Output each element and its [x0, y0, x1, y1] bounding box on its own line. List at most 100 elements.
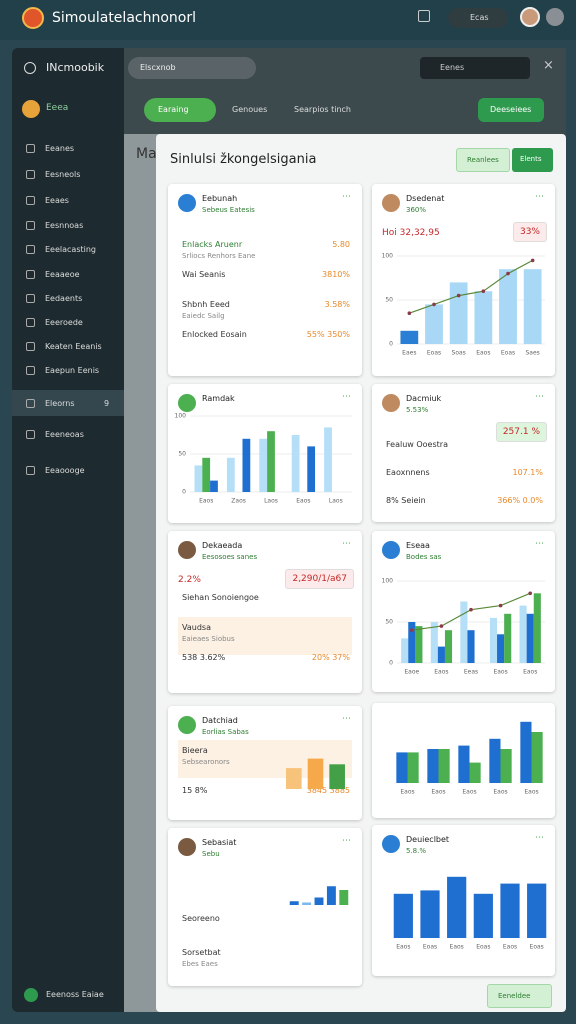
y-tick-label: 100	[382, 578, 394, 585]
avatar[interactable]	[520, 7, 540, 27]
bar	[226, 457, 235, 492]
nav-icon	[26, 430, 35, 439]
bar	[420, 890, 440, 938]
row-note: Eaiedc Sailg	[182, 312, 225, 320]
bar	[499, 269, 517, 344]
row-value: 107.1%	[512, 468, 543, 477]
card-subtitle: Eorlias Sabas	[202, 728, 249, 736]
row-label: Sorsetbat	[182, 948, 221, 957]
nav-icon	[26, 318, 35, 327]
nav-item[interactable]: Eeaaeoe	[45, 270, 80, 279]
chart: 0 50 100 Eaos Zaos Laos Eaos Laos	[175, 413, 352, 505]
nav-icon	[26, 196, 35, 205]
nav-item[interactable]: Eeelacasting	[45, 245, 96, 254]
nav-item[interactable]: Eesnnoas	[45, 221, 84, 230]
tab[interactable]: Searpios tinch	[294, 105, 351, 114]
bar	[396, 752, 408, 783]
nav-icon	[26, 294, 35, 303]
line	[409, 259, 533, 314]
nav-icon	[26, 221, 35, 230]
y-tick-label: 0	[389, 660, 393, 667]
bar	[500, 883, 520, 938]
card-subtitle: 360%	[406, 206, 427, 214]
bar	[460, 601, 468, 663]
more-icon: ⋯	[342, 836, 351, 846]
icon[interactable]	[418, 10, 430, 22]
bar	[259, 438, 268, 492]
card: Sebasiat ⋯ Sebu Seoreeno Sorsetbat Ebes Eaes	[168, 828, 362, 986]
avatar	[178, 541, 196, 559]
card: Dacmiuk ⋯ 5.53% 257.1 % Fealuw Ooestra Eaoxnn…	[372, 384, 555, 522]
nav-item[interactable]: Eaepun Eenis	[45, 366, 100, 375]
bar	[286, 768, 302, 789]
avatar[interactable]	[546, 8, 564, 26]
nav-item[interactable]: Eleorns	[45, 399, 75, 408]
x-tick-label: Eaos	[493, 789, 507, 796]
close-icon[interactable]: ×	[543, 58, 554, 73]
card-title: Dacmiuk	[406, 394, 442, 403]
bar	[531, 732, 543, 783]
nav-item[interactable]: Eeeroede	[45, 318, 83, 327]
row-label: Seoreeno	[182, 914, 220, 923]
card: Datchiad ⋯ Eorlias Sabas Bieera Sebsearonors…	[168, 706, 362, 820]
nav-icon	[26, 342, 35, 351]
status-pill[interactable]: Ecas	[448, 8, 508, 28]
x-tick-label: Eaos	[450, 944, 464, 951]
card-title: Deuieclbet	[406, 835, 450, 844]
row-value: 3810%	[322, 270, 350, 279]
more-icon: ⋯	[342, 192, 351, 202]
more-icon: ⋯	[342, 392, 351, 402]
nav-badge: 9	[104, 399, 110, 408]
nav-item[interactable]: Eeanes	[45, 144, 75, 153]
bar	[242, 438, 251, 492]
modal-button[interactable]: Reanlees	[456, 148, 510, 172]
row-label: Fealuw Ooestra	[386, 440, 448, 449]
x-tick-label: Eaos	[523, 669, 537, 676]
brand: INcmoobik	[46, 61, 105, 74]
action-button[interactable]: Deeseiees	[478, 98, 544, 122]
tab[interactable]: Genoues	[232, 105, 268, 114]
modal-button[interactable]: Elents	[512, 148, 553, 172]
bar	[504, 613, 512, 663]
chart	[286, 758, 345, 789]
bar	[469, 762, 481, 783]
card: Ramdak ⋯ 0 50 100 Eaos Zaos Laos Eaos Laos	[168, 384, 362, 523]
row-note: Sebsearonors	[182, 758, 230, 766]
nav-item[interactable]: Eesneols	[45, 170, 81, 179]
y-tick-label: 0	[389, 341, 393, 348]
row-label: Enlacks Aruenr	[182, 240, 243, 249]
x-tick-label: Soas	[452, 350, 466, 357]
card: Dsedenat ⋯ 360% Hoi 32,32,95 33% 0 50 100 Eaes Eo…	[372, 184, 555, 376]
row-note: Ebes Eaes	[182, 960, 218, 968]
tab[interactable]: Earaing	[144, 98, 216, 122]
chart: 0 50 100 Eaoe Eaos Eeas Eaos Eaos	[382, 578, 545, 676]
footer-button[interactable]: Eeneldee	[487, 984, 552, 1008]
line-point	[506, 271, 510, 276]
card-title: Dsedenat	[406, 194, 445, 203]
x-tick-label: Eoas	[476, 944, 490, 951]
line-point	[407, 311, 412, 315]
x-tick-label: Eoas	[427, 350, 441, 357]
bar	[393, 893, 413, 938]
nav-item[interactable]: Eedaents	[45, 294, 83, 303]
card: Dekaeada ⋯ Eesosoes sanes 2.2% 2,290/1/a67 Si…	[168, 531, 362, 693]
x-tick-label: Zaos	[231, 498, 246, 505]
card-title: Ramdak	[202, 394, 235, 403]
nav-item[interactable]: Keaten Eeanis	[45, 342, 102, 351]
nav-item[interactable]: Eeaes	[45, 196, 69, 205]
bar	[202, 457, 211, 492]
nav-item[interactable]: Eeaoooge	[45, 466, 85, 475]
x-tick-label: Eaos	[396, 944, 410, 951]
headline: 2.2%	[178, 575, 201, 585]
line-point	[456, 293, 461, 298]
line-point	[469, 607, 473, 612]
y-tick-label: 50	[178, 451, 186, 458]
row-value: 366% 0.0%	[497, 496, 543, 505]
bar	[326, 886, 336, 905]
nav-item[interactable]: Eeeneoas	[45, 430, 84, 439]
bar	[444, 630, 453, 663]
bar	[500, 749, 512, 783]
search[interactable]: Eenes	[420, 57, 530, 79]
search[interactable]: Elscxnob	[128, 57, 256, 79]
bar	[194, 465, 203, 492]
